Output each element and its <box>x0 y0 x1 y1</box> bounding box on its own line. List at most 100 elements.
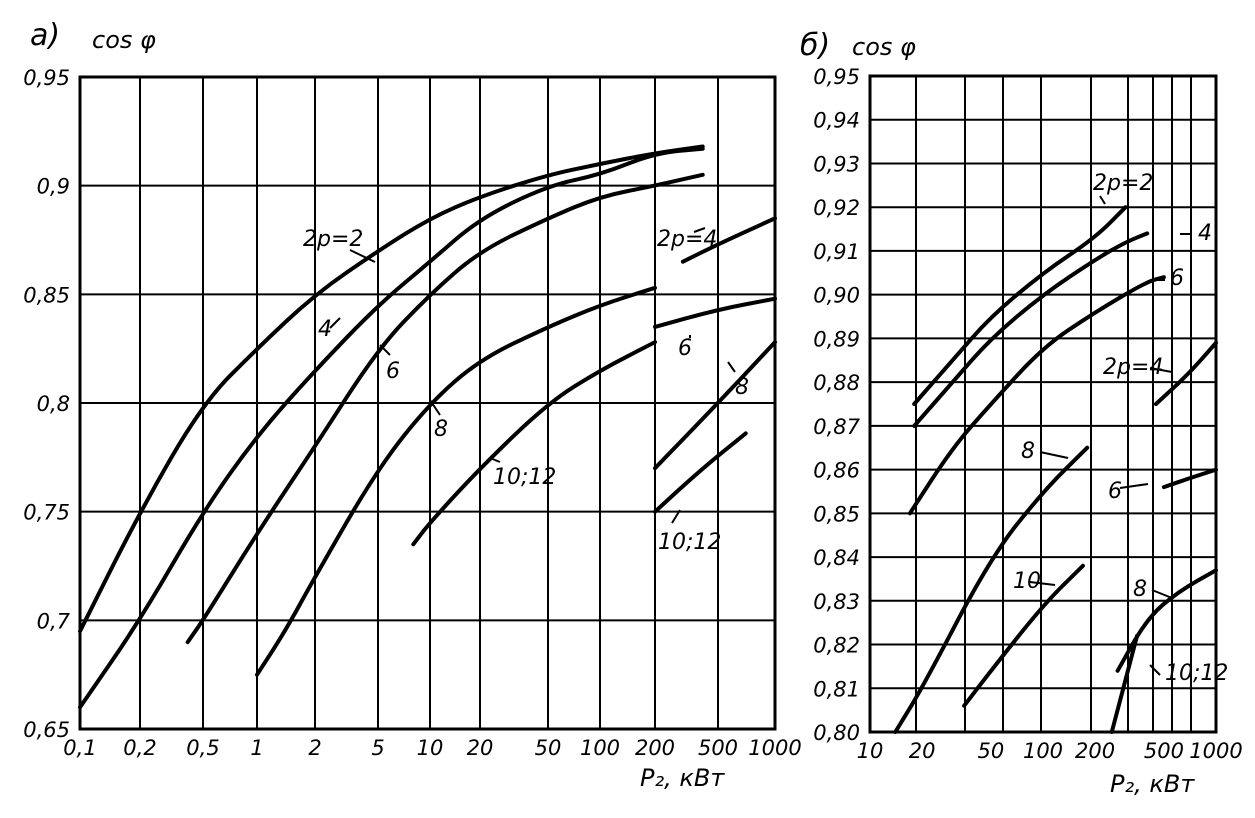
panel-a-curves <box>78 144 777 710</box>
panel-b-x-tick-label: 200 <box>1075 739 1115 763</box>
panel-b-y-axis-label: cos φ <box>852 33 916 61</box>
panel-a-x-tick-label: 5 <box>371 736 384 760</box>
panel-a-grid <box>79 76 776 730</box>
panel-b-y-tick-label: 0,91 <box>813 240 860 264</box>
panel-b-x-axis-label: P₂, кВт <box>1110 770 1195 798</box>
panel-b-x-tick-label: 50 <box>978 739 1005 763</box>
panel-a-curve-label: 4 <box>318 317 332 342</box>
panel-a-leader-line <box>379 344 391 356</box>
panel-b-x-tick-label: 10 <box>857 739 884 763</box>
panel-a-curve-label: 2p=2 <box>303 227 363 252</box>
panel-b-y-tick-label: 0,84 <box>813 546 860 570</box>
panel-b-x-tick-label: 500 <box>1144 739 1184 763</box>
panel-b-y-tick-label: 0,94 <box>813 109 860 133</box>
panel-a-y-tick-label: 0,7 <box>37 609 71 633</box>
panel-b-curve-3 <box>1154 340 1218 406</box>
panel-b-curve-label: 6 <box>1108 479 1122 504</box>
panel-b-y-tick-label: 0,82 <box>813 634 860 658</box>
panel-a-x-tick-label: 100 <box>580 736 620 760</box>
panel-a-leader-line <box>489 457 501 463</box>
panel-a-y-tick-label: 0,9 <box>37 175 70 199</box>
panel-a-y-tick-label: 0,8 <box>37 392 70 416</box>
panel-b-x-tick-label: 100 <box>1023 739 1063 763</box>
panel-b-leader-line <box>1149 664 1161 676</box>
panel-b-curve-label: 2p=2 <box>1093 171 1153 196</box>
panel-a-leader-line <box>429 399 441 416</box>
panel-b-curve-label: 2p=4 <box>1103 355 1163 380</box>
panel-a-curve-label: 2p=4 <box>657 227 717 252</box>
panel-a-curve-6 <box>653 296 777 329</box>
panel-b-curve-0 <box>912 205 1128 406</box>
panel-a-x-tick-label: 0,1 <box>63 736 96 760</box>
panel-b-curve-label: 8 <box>1133 577 1147 602</box>
panel-a-label: а) <box>30 18 60 53</box>
panel-a-y-tick-label: 0,95 <box>23 66 70 90</box>
panel-a-leader-line <box>329 317 341 329</box>
panel-b-leader-line <box>1029 581 1056 586</box>
panel-a-y-ticks: 0,65 0,7 0,75 0,8 0,85 0,9 0,95 <box>23 66 70 742</box>
panel-a-leader-line <box>349 249 376 263</box>
panel-b-y-tick-label: 0,85 <box>813 502 860 526</box>
panel-a-curve-0 <box>78 144 705 634</box>
panel-a-curve-label: 10;12 <box>658 530 721 555</box>
panel-b-curve-label: 6 <box>1170 266 1184 291</box>
panel-b-curve-2 <box>907 275 1166 516</box>
panel-b-y-tick-label: 0,81 <box>813 677 860 701</box>
panel-a-curve-label: 6 <box>386 359 400 384</box>
panel-b-chart: б) cos φ P₂, кВт 0,80 0,81 0,82 0,83 0,84 0,8… <box>800 28 1243 798</box>
panel-b-curve-label: 4 <box>1198 221 1212 246</box>
panel-a-frame <box>78 75 777 731</box>
panel-a-x-tick-label: 0,2 <box>123 736 156 760</box>
panel-b-y-tick-label: 0,80 <box>813 721 860 745</box>
panel-a-x-tick-label: 200 <box>635 736 675 760</box>
panel-a-curve-8 <box>653 431 748 514</box>
panel-b-x-tick-label: 20 <box>909 739 936 763</box>
panel-a-curve-4 <box>411 340 657 547</box>
panel-b-leader-line <box>1039 451 1069 459</box>
panel-a-y-axis-label: cos φ <box>92 26 156 54</box>
panel-b-y-tick-label: 0,87 <box>813 415 860 439</box>
panel-a-x-tick-label: 1000 <box>748 736 801 760</box>
panel-a-x-tick-label: 500 <box>698 736 738 760</box>
panel-b-curve-1 <box>912 231 1150 428</box>
panel-b-x-tick-label: 1000 <box>1189 739 1242 763</box>
panel-b-curve-4 <box>893 445 1090 734</box>
panel-a-x-tick-label: 1 <box>250 736 263 760</box>
panel-a-leader-line <box>693 227 706 233</box>
panel-b-y-tick-label: 0,90 <box>813 284 860 308</box>
panel-b-leader-line <box>1149 367 1173 373</box>
panel-a-leader-line <box>671 509 681 524</box>
panel-a-curve-label: 10;12 <box>493 465 556 490</box>
panel-b-y-tick-label: 0,89 <box>813 327 860 351</box>
panel-a-x-tick-label: 0,5 <box>186 736 219 760</box>
panel-a-y-tick-label: 0,65 <box>23 718 70 742</box>
panel-b-curve-5 <box>1161 467 1218 490</box>
panel-b-grid <box>869 75 1217 733</box>
panel-a-curve-2 <box>185 172 705 645</box>
panel-b-y-tick-label: 0,86 <box>813 459 860 483</box>
panel-b-leader-line <box>1151 589 1173 599</box>
panel-b-curve-8 <box>1109 633 1140 734</box>
panel-b-label: б) <box>800 28 830 63</box>
panel-b-y-tick-label: 0,92 <box>813 196 860 220</box>
panel-a-leader-line <box>727 361 736 373</box>
panel-a-curve-1 <box>78 146 705 710</box>
panel-a-curve-label: 8 <box>434 417 448 442</box>
panel-a-x-tick-label: 10 <box>417 736 444 760</box>
panel-b-leader-line <box>1099 195 1106 205</box>
panel-b-y-ticks: 0,80 0,81 0,82 0,83 0,84 0,85 0,86 0,87 0,88 0,89… <box>813 65 860 745</box>
panel-b-curve-6 <box>962 563 1085 708</box>
panel-a-curve-label: 6 <box>678 336 692 361</box>
panel-b-y-tick-label: 0,93 <box>813 152 860 176</box>
panel-a-curve-7 <box>653 340 777 471</box>
panel-b-curve-label: 8 <box>1021 439 1035 464</box>
panel-a-chart: а) cos φ P₂, кВт 0,650,70,750,80,850,90,… <box>23 18 801 792</box>
panel-a-x-tick-label: 20 <box>467 736 494 760</box>
panel-a-x-axis-label: P₂, кВт <box>640 764 725 792</box>
panel-b-curves <box>893 205 1218 734</box>
panel-a-x-ticks: 0,1 0,2 0,5 1 2 5 10 20 50 100 200 500 1000 <box>63 736 801 760</box>
panel-b-curve-label: 10;12 <box>1165 661 1228 686</box>
panel-b-y-tick-label: 0,83 <box>813 590 860 614</box>
